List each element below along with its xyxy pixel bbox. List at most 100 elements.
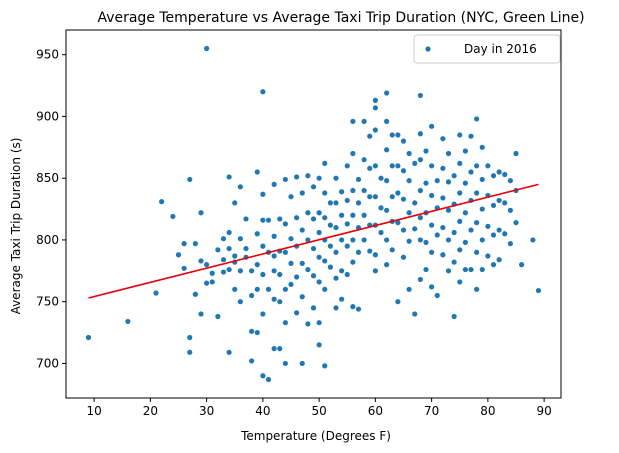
data-point bbox=[378, 229, 384, 236]
data-point bbox=[271, 253, 277, 259]
data-point bbox=[322, 258, 328, 264]
data-point bbox=[367, 133, 373, 139]
data-point bbox=[282, 249, 288, 255]
data-point bbox=[260, 271, 266, 278]
data-point bbox=[198, 311, 204, 317]
data-point bbox=[451, 313, 457, 320]
data-point bbox=[485, 223, 491, 229]
y-tick-label: 850 bbox=[36, 171, 59, 185]
data-point bbox=[474, 249, 480, 255]
data-point bbox=[322, 363, 328, 369]
data-point bbox=[333, 275, 339, 281]
data-point bbox=[288, 194, 294, 200]
data-point bbox=[333, 224, 339, 231]
data-point bbox=[288, 260, 294, 266]
data-point bbox=[288, 281, 294, 287]
data-point bbox=[457, 279, 463, 285]
data-point bbox=[361, 237, 367, 243]
data-point bbox=[249, 268, 255, 274]
data-point bbox=[490, 173, 497, 179]
data-point bbox=[85, 334, 92, 341]
data-point bbox=[310, 273, 317, 279]
data-point bbox=[294, 215, 300, 221]
data-point bbox=[187, 176, 193, 183]
data-point bbox=[440, 195, 446, 201]
data-point bbox=[316, 175, 322, 181]
x-tick-label: 70 bbox=[424, 404, 439, 418]
data-point bbox=[384, 237, 390, 243]
data-point bbox=[485, 253, 491, 259]
data-point bbox=[254, 329, 260, 336]
data-point bbox=[305, 210, 311, 216]
data-point bbox=[445, 237, 452, 243]
data-point bbox=[451, 259, 457, 265]
data-point bbox=[187, 334, 193, 341]
data-point bbox=[265, 376, 272, 383]
data-point bbox=[344, 243, 350, 249]
legend-marker bbox=[425, 46, 431, 52]
data-point bbox=[496, 169, 502, 175]
data-point bbox=[355, 249, 362, 255]
data-point bbox=[474, 116, 480, 122]
data-point bbox=[423, 148, 429, 154]
data-point bbox=[406, 286, 412, 292]
data-point bbox=[457, 247, 463, 253]
data-point bbox=[474, 190, 480, 196]
data-point bbox=[310, 184, 317, 190]
data-point bbox=[434, 292, 440, 299]
data-point bbox=[395, 132, 401, 138]
data-point bbox=[440, 136, 446, 142]
data-point bbox=[237, 268, 243, 274]
data-point bbox=[316, 254, 322, 260]
data-point bbox=[237, 299, 243, 305]
data-point bbox=[198, 258, 204, 264]
data-point bbox=[350, 187, 356, 194]
data-point bbox=[299, 294, 305, 300]
data-point bbox=[339, 296, 345, 302]
data-point bbox=[507, 207, 513, 213]
data-point bbox=[310, 305, 317, 311]
data-point bbox=[400, 168, 407, 174]
data-point bbox=[355, 200, 362, 206]
data-point bbox=[535, 287, 542, 294]
data-point bbox=[316, 210, 322, 216]
data-point bbox=[204, 280, 210, 286]
data-point bbox=[451, 229, 457, 236]
data-point bbox=[490, 202, 497, 208]
data-point bbox=[468, 227, 474, 233]
data-point bbox=[479, 144, 485, 150]
data-point bbox=[361, 157, 367, 163]
data-point bbox=[260, 89, 266, 95]
plot-frame bbox=[65, 29, 562, 399]
data-point bbox=[192, 291, 198, 297]
data-point bbox=[316, 279, 322, 285]
data-point bbox=[187, 349, 193, 355]
data-point bbox=[288, 236, 294, 242]
data-point bbox=[254, 169, 260, 175]
data-point bbox=[282, 320, 288, 326]
data-point bbox=[513, 150, 519, 157]
data-point bbox=[350, 259, 356, 265]
data-point bbox=[445, 268, 452, 274]
data-point bbox=[485, 163, 491, 169]
data-point bbox=[384, 262, 390, 268]
data-point bbox=[282, 221, 288, 227]
x-tick-label: 60 bbox=[368, 404, 383, 418]
data-point bbox=[457, 218, 463, 225]
data-point bbox=[395, 220, 401, 226]
data-point bbox=[260, 311, 266, 317]
data-point bbox=[389, 194, 395, 200]
data-point bbox=[271, 233, 277, 239]
data-point bbox=[322, 190, 328, 196]
data-point bbox=[277, 346, 283, 352]
data-point bbox=[429, 163, 435, 169]
data-point bbox=[232, 286, 238, 292]
data-point bbox=[316, 320, 322, 326]
data-point bbox=[384, 207, 390, 213]
data-point bbox=[220, 236, 227, 242]
data-point bbox=[175, 252, 182, 258]
data-point bbox=[249, 292, 255, 299]
data-point bbox=[322, 286, 328, 292]
data-point bbox=[406, 178, 412, 184]
data-point bbox=[468, 133, 474, 139]
